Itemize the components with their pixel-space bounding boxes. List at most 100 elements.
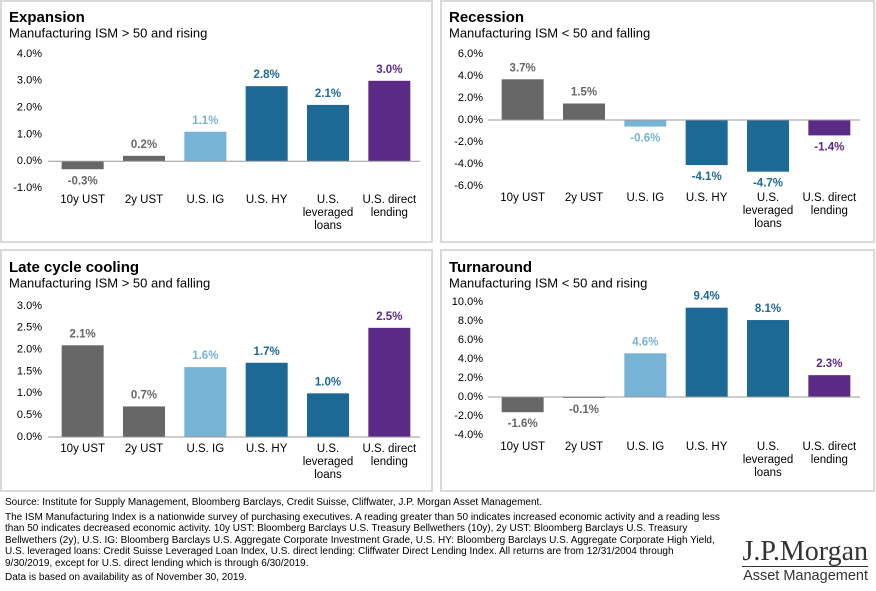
x-tick-label-box: U.S. IG — [186, 443, 225, 455]
y-tick-label: -4.0% — [454, 158, 483, 170]
value-label: 3.0% — [376, 64, 402, 76]
x-tick-label: U.S. IG — [626, 192, 665, 204]
x-tick-label: U.S. leveraged loans — [302, 443, 354, 481]
x-tick-label: U.S. direct lending — [362, 443, 417, 468]
y-tick-label: 2.0% — [458, 372, 483, 384]
panel-subtitle: Manufacturing ISM < 50 and rising — [449, 275, 647, 290]
x-tick-label-box: U.S. leveraged loans — [302, 443, 354, 481]
x-tick-label-box: U.S. direct lending — [362, 194, 416, 219]
y-tick-label: 4.0% — [458, 70, 483, 82]
y-tick-label: 0.0% — [17, 431, 42, 443]
y-tick-label: 6.0% — [458, 48, 483, 60]
value-label: 8.1% — [755, 303, 781, 315]
value-label: 2.1% — [315, 88, 341, 100]
x-tick-label: U.S. leveraged loans — [302, 194, 354, 232]
x-tick-label-box: 2y UST — [564, 192, 604, 204]
y-tick-label: 4.0% — [458, 353, 483, 365]
bar — [307, 393, 349, 437]
value-label: 1.5% — [571, 87, 597, 99]
y-tick-label: 4.0% — [17, 48, 42, 60]
x-tick-label-box: U.S. leveraged loans — [302, 194, 354, 232]
value-label: -1.4% — [814, 141, 844, 153]
bar — [685, 307, 728, 397]
logo-name: J.P.Morgan — [742, 536, 868, 567]
value-label: 1.7% — [254, 346, 280, 358]
footer: Source: Institute for Supply Management,… — [5, 497, 720, 587]
panel-subtitle: Manufacturing ISM < 50 and falling — [449, 25, 650, 40]
data-note: Data is based on availability as of Nove… — [5, 572, 247, 583]
x-tick-label: 2y UST — [124, 194, 164, 206]
x-tick-label-box: U.S. IG — [186, 194, 225, 206]
y-tick-label: 0.0% — [458, 114, 483, 126]
x-tick-label: U.S. IG — [626, 441, 665, 453]
x-tick-label: U.S. IG — [186, 194, 225, 206]
y-tick-label: 8.0% — [458, 315, 483, 327]
x-tick-label: 2y UST — [564, 192, 604, 204]
x-tick-label-box: 2y UST — [124, 194, 164, 206]
x-tick-label-box: U.S. direct lending — [802, 192, 857, 217]
x-tick-label: 2y UST — [124, 443, 164, 455]
y-tick-label: -6.0% — [454, 180, 483, 192]
value-label: -1.6% — [508, 418, 538, 430]
value-label: 2.5% — [376, 311, 402, 323]
bar — [563, 103, 605, 120]
y-tick-label: 2.5% — [17, 322, 42, 334]
source-note: Source: Institute for Supply Management,… — [5, 497, 543, 508]
x-tick-label: 2y UST — [564, 441, 604, 453]
x-tick-label: U.S. HY — [685, 192, 728, 204]
bar — [624, 120, 667, 127]
y-tick-label: 10.0% — [452, 296, 483, 308]
y-tick-label: 3.0% — [17, 75, 42, 87]
y-tick-label: 0.5% — [17, 409, 42, 421]
value-label: 0.2% — [131, 139, 157, 151]
value-label: 1.1% — [192, 115, 218, 127]
x-tick-label: U.S. HY — [245, 443, 288, 455]
panel-subtitle: Manufacturing ISM > 50 and falling — [9, 275, 210, 290]
x-tick-label-box: U.S. leveraged loans — [743, 192, 794, 230]
panel-border — [0, 249, 433, 492]
value-label: 0.7% — [131, 389, 157, 401]
value-label: 9.4% — [694, 291, 720, 303]
y-tick-label: 2.0% — [458, 92, 483, 104]
description-note: The ISM Manufacturing Index is a nationw… — [5, 511, 720, 569]
x-tick-label-box: U.S. HY — [245, 194, 288, 206]
panel-title: Expansion — [9, 9, 85, 26]
x-tick-label-box: U.S. IG — [626, 192, 665, 204]
panel-title: Late cycle cooling — [9, 259, 139, 276]
bar — [61, 345, 104, 437]
x-tick-label: 10y UST — [500, 192, 546, 204]
bar — [307, 104, 349, 162]
value-label: 4.6% — [632, 336, 658, 348]
value-label: -4.1% — [692, 171, 722, 183]
x-tick-label: U.S. IG — [186, 443, 225, 455]
bar — [685, 120, 728, 166]
y-tick-label: -1.0% — [13, 182, 42, 194]
bar — [184, 131, 227, 162]
bar — [61, 161, 104, 170]
panel-title: Recession — [449, 9, 524, 26]
bar — [808, 120, 851, 136]
bar — [624, 353, 667, 397]
y-tick-label: 1.0% — [17, 128, 42, 140]
y-tick-label: 0.0% — [458, 391, 483, 403]
x-tick-label: 10y UST — [60, 194, 106, 206]
x-tick-label: U.S. HY — [245, 194, 288, 206]
bar — [501, 397, 544, 413]
x-tick-label: U.S. direct lending — [802, 192, 857, 217]
x-tick-label-box: U.S. HY — [685, 192, 728, 204]
x-tick-label-box: 10y UST — [60, 443, 105, 455]
y-tick-label: 3.0% — [17, 300, 42, 312]
y-tick-label: -4.0% — [454, 429, 483, 441]
x-tick-label: U.S. leveraged loans — [742, 441, 794, 479]
bar — [747, 320, 789, 397]
x-tick-label-box: U.S. HY — [245, 443, 288, 455]
value-label: 2.3% — [816, 358, 842, 370]
x-tick-label-box: U.S. HY — [686, 441, 728, 453]
value-label: 3.7% — [510, 62, 536, 74]
value-label: -4.7% — [753, 178, 783, 190]
panel-border — [440, 249, 875, 492]
y-tick-label: 1.0% — [17, 387, 42, 399]
logo-tagline: Asset Management — [742, 566, 868, 584]
y-tick-label: 2.0% — [17, 102, 42, 114]
x-tick-label-box: 2y UST — [564, 441, 604, 453]
